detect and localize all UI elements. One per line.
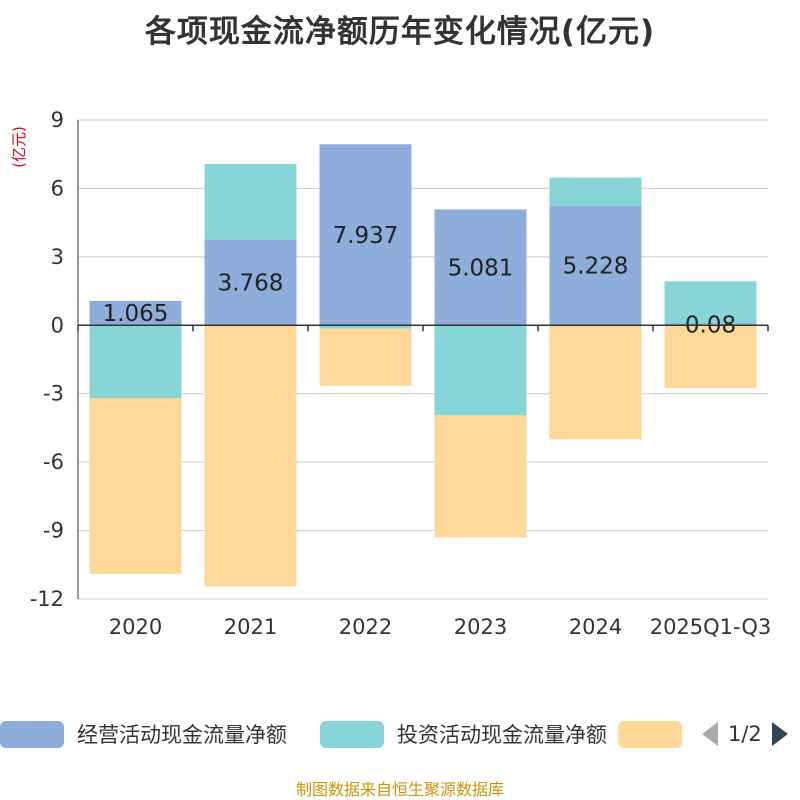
x-tick-label: 2024 <box>569 615 622 639</box>
bar-investing-2025Q1-Q3 <box>664 281 757 324</box>
legend-label-operating: 经营活动现金流量净额 <box>77 723 287 747</box>
legend-item-operating[interactable]: 经营活动现金流量净额 <box>0 712 287 756</box>
x-tick-label: 2020 <box>109 615 162 639</box>
data-label: 1.065 <box>103 301 169 327</box>
bar-financing-2023 <box>434 415 527 538</box>
bar-operating-2025Q1-Q3 <box>664 323 757 326</box>
data-label: 5.228 <box>563 254 629 280</box>
legend: 经营活动现金流量净额 投资活动现金流量净额 1/2 <box>0 712 800 756</box>
y-tick-label: -3 <box>43 382 64 406</box>
prev-page-icon[interactable] <box>700 720 720 748</box>
bar-operating-2020 <box>89 300 182 326</box>
legend-item-financing[interactable] <box>618 712 682 756</box>
bar-investing-2020 <box>89 325 182 399</box>
legend-swatch-operating <box>0 720 64 748</box>
y-tick-label: 9 <box>51 108 64 132</box>
legend-swatch-investing <box>320 720 384 748</box>
y-tick-label: 3 <box>51 245 64 269</box>
chart-title: 各项现金流净额历年变化情况(亿元) <box>144 14 656 50</box>
bar-operating-2022 <box>319 144 412 326</box>
bar-investing-2024 <box>549 177 642 207</box>
y-tick-label: 6 <box>51 176 64 200</box>
data-label: 3.768 <box>218 270 284 296</box>
bar-financing-2025Q1-Q3 <box>664 325 757 389</box>
bar-operating-2024 <box>549 206 642 326</box>
bar-investing-2021 <box>204 164 297 240</box>
bar-investing-2022 <box>319 325 412 329</box>
data-label: 5.081 <box>448 255 514 281</box>
x-tick-label: 2021 <box>224 615 277 639</box>
bar-operating-2023 <box>434 209 527 326</box>
y-tick-label: 0 <box>51 313 64 337</box>
bar-financing-2020 <box>89 398 182 574</box>
x-tick-label: 2022 <box>339 615 392 639</box>
legend-page-indicator: 1/2 <box>728 722 762 746</box>
legend-item-investing[interactable]: 投资活动现金流量净额 <box>320 712 607 756</box>
legend-label-investing: 投资活动现金流量净额 <box>397 723 607 747</box>
y-tick-label: -6 <box>43 450 64 474</box>
y-axis-unit-label: (亿元) <box>10 126 28 168</box>
legend-pager: 1/2 <box>700 712 790 756</box>
y-tick-label: -9 <box>43 519 64 543</box>
x-tick-label: 2023 <box>454 615 507 639</box>
data-label: 7.937 <box>333 223 399 249</box>
x-tick-label: 2025Q1-Q3 <box>650 615 772 639</box>
y-tick-label: -12 <box>30 587 64 611</box>
bar-financing-2022 <box>319 328 412 386</box>
next-page-icon[interactable] <box>770 720 790 748</box>
legend-swatch-financing <box>618 720 682 748</box>
bar-financing-2024 <box>549 325 642 440</box>
source-note: 制图数据来自恒生聚源数据库 <box>295 780 504 799</box>
bar-financing-2021 <box>204 325 297 587</box>
bar-investing-2023 <box>434 325 527 416</box>
bar-operating-2021 <box>204 239 297 326</box>
